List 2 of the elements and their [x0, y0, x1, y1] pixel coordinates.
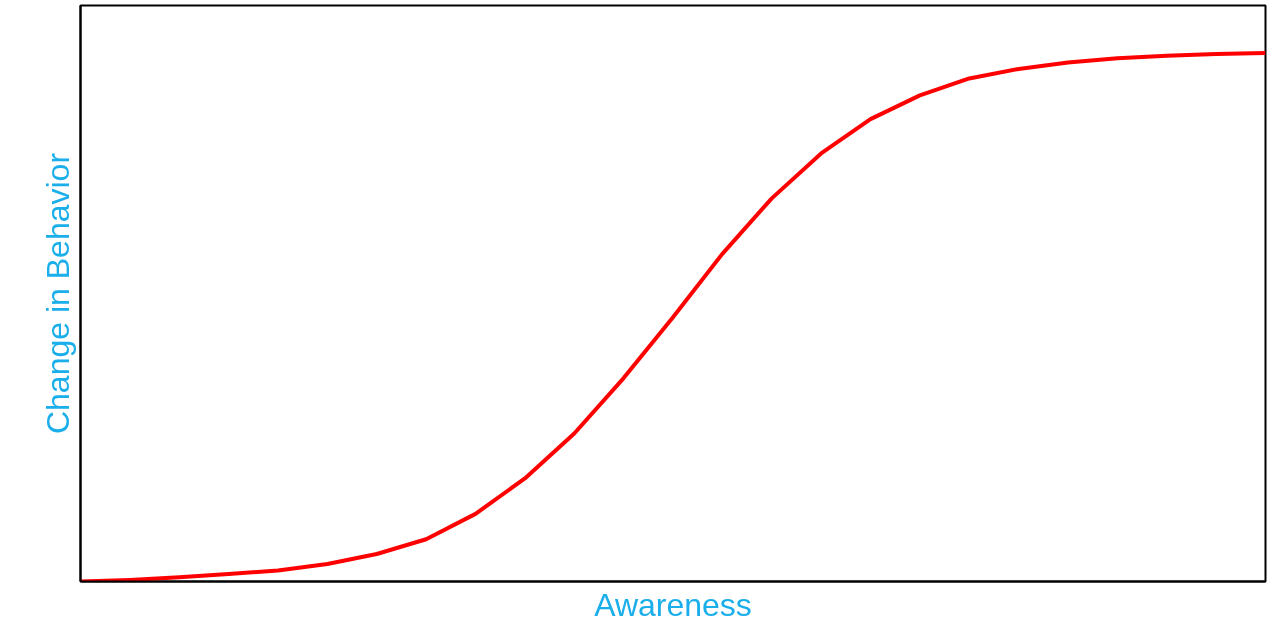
y-axis-title: Change in Behavior: [39, 152, 76, 435]
x-axis-title: Awareness: [594, 586, 752, 623]
